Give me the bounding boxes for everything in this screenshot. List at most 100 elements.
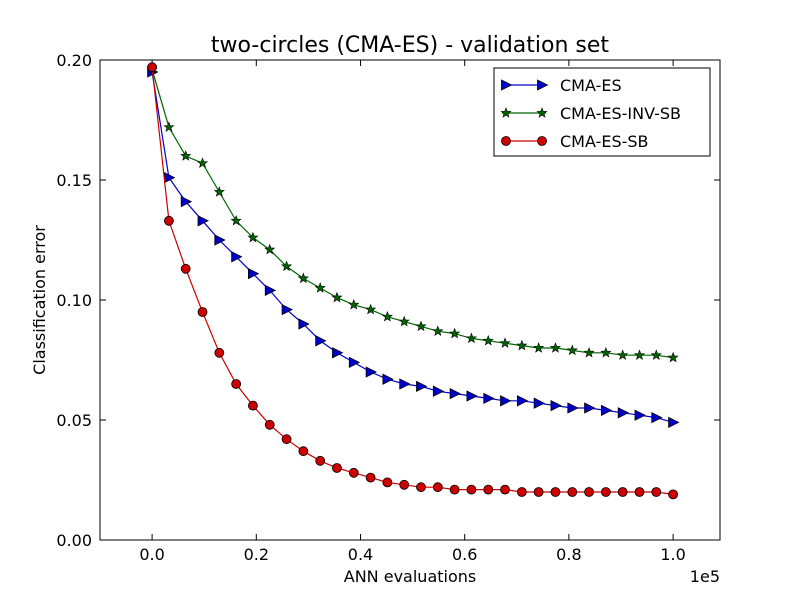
data-point [147, 62, 158, 73]
data-point [196, 157, 209, 168]
data-point [617, 407, 630, 419]
data-point [550, 399, 562, 412]
data-point [651, 411, 663, 424]
data-point [416, 482, 426, 493]
data-point [533, 487, 544, 497]
data-point [600, 487, 611, 497]
data-point [230, 214, 242, 226]
legend-marker [500, 107, 512, 118]
series-layer [146, 62, 680, 500]
data-point [432, 325, 444, 336]
data-point [180, 150, 192, 161]
data-point [332, 463, 342, 473]
data-point [281, 303, 293, 316]
legend: CMA-ES CMA-ES-INV-SB CMA-ES-SB [493, 67, 711, 157]
data-point [314, 282, 326, 293]
data-point [650, 349, 662, 360]
x-tick-label: 0.2 [244, 545, 269, 564]
data-point [281, 260, 293, 272]
legend-item: CMA-ES-INV-SB [500, 104, 681, 123]
y-tick-label: 0.05 [56, 411, 92, 430]
data-point [499, 337, 511, 348]
data-point [668, 416, 680, 429]
data-point [281, 434, 292, 445]
series-2 [146, 63, 679, 363]
data-point [231, 379, 242, 389]
legend-item: CMA-ES-SB [501, 132, 649, 151]
data-point [516, 339, 528, 351]
data-point [482, 334, 494, 346]
data-point [315, 455, 326, 466]
data-point [248, 400, 258, 411]
data-point [399, 378, 411, 390]
data-point [483, 392, 495, 405]
data-point [533, 342, 545, 353]
legend-marker [536, 107, 548, 118]
data-point [331, 291, 343, 303]
data-point [248, 267, 260, 280]
data-point [466, 484, 477, 495]
x-tick-label: 0.8 [556, 545, 581, 564]
data-point [634, 409, 646, 421]
data-point [197, 215, 209, 227]
legend-label: CMA-ES [560, 76, 622, 95]
data-point [315, 335, 327, 347]
data-point [500, 395, 512, 407]
y-tick-label: 0.00 [56, 531, 92, 550]
data-point [633, 349, 646, 360]
data-point [214, 234, 226, 246]
data-point [399, 479, 410, 490]
data-point [516, 395, 529, 407]
data-point [667, 351, 679, 363]
data-point [298, 446, 309, 457]
data-point [567, 402, 579, 414]
data-point [197, 307, 208, 317]
data-point [432, 482, 443, 493]
data-point [449, 387, 461, 400]
data-point [398, 315, 410, 327]
data-point [365, 472, 376, 483]
data-point [583, 346, 595, 358]
data-point [382, 477, 393, 488]
data-point [465, 332, 477, 344]
data-point [566, 344, 578, 356]
x-axis-offset-label: 1e5 [690, 567, 720, 586]
data-point [264, 419, 275, 430]
legend-label: CMA-ES-SB [560, 132, 649, 151]
data-point [549, 342, 562, 353]
data-point [567, 487, 578, 497]
plot-area: 0.0 0.2 0.4 0.6 0.8 1.0 0.00 0.05 0.10 0.15 0.20 C… [56, 51, 721, 564]
data-point [449, 327, 461, 339]
data-point [416, 380, 428, 393]
data-point [550, 487, 561, 497]
legend-marker [501, 136, 511, 146]
y-axis-label: Classification error [30, 225, 49, 375]
data-point [231, 251, 243, 263]
data-point [332, 347, 344, 359]
data-point [584, 487, 594, 497]
y-tick-label: 0.20 [56, 51, 92, 70]
y-tick-label: 0.10 [56, 291, 92, 310]
data-point [432, 385, 445, 397]
data-point [651, 487, 662, 497]
x-axis-label: ANN evaluations [344, 567, 476, 586]
data-point [500, 484, 510, 495]
data-point [164, 215, 174, 226]
data-point [348, 467, 359, 478]
axis-ticks: 0.0 0.2 0.4 0.6 0.8 1.0 0.00 0.05 0.10 0.15 0.20 [56, 51, 720, 564]
data-point [600, 404, 613, 417]
data-point [415, 320, 427, 332]
data-point [214, 347, 225, 358]
data-point [365, 366, 378, 378]
data-point [348, 356, 361, 369]
data-point [180, 195, 193, 208]
data-point [247, 231, 259, 243]
data-point [533, 397, 546, 409]
data-point [213, 186, 225, 197]
data-point [348, 298, 360, 310]
x-tick-label: 1.0 [660, 545, 685, 564]
legend-item: CMA-ES [501, 76, 622, 95]
data-point [617, 349, 629, 360]
data-point [668, 489, 679, 500]
